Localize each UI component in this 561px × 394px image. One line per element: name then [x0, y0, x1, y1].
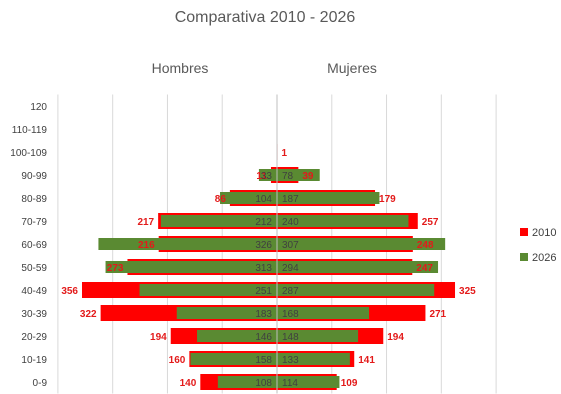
bar-2026-mujeres: [277, 284, 435, 296]
category-tick-label: 70-79: [21, 217, 47, 228]
legend: 2010 2026: [520, 227, 556, 264]
data-label-2010-mujeres: 1: [282, 148, 288, 159]
category-tick-label: 80-89: [21, 194, 47, 205]
mujeres-label: Mujeres: [327, 60, 377, 76]
data-label-2010-hombres: 11: [256, 171, 267, 182]
hombres-label: Hombres: [152, 60, 209, 76]
data-label-2010-hombres: 273: [107, 263, 124, 274]
data-label-2026-hombres: 251: [255, 286, 272, 297]
data-label-2010-mujeres: 271: [429, 309, 446, 320]
data-label-2010-mujeres: 194: [387, 332, 404, 343]
data-label-2026-mujeres: 307: [282, 240, 299, 251]
category-tick-label: 120: [30, 102, 47, 113]
bar-2026-hombres: [220, 192, 277, 204]
data-label-2010-hombres: 217: [137, 217, 154, 228]
data-label-2010-hombres: 322: [80, 309, 97, 320]
data-label-2026-hombres: 212: [255, 217, 272, 228]
data-label-2026-hombres: 326: [255, 240, 272, 251]
category-tick-label: 90-99: [21, 171, 47, 182]
bar-2026-hombres: [258, 169, 277, 181]
bar-2026-mujeres: [277, 261, 439, 273]
data-label-2010-hombres: 194: [150, 332, 167, 343]
chart-title: Comparativa 2010 - 2026: [175, 9, 356, 26]
data-label-2026-mujeres: 287: [282, 286, 299, 297]
category-tick-label: 100-109: [10, 148, 47, 159]
data-label-2026-mujeres: 114: [282, 378, 298, 389]
category-tick-label: 20-29: [21, 332, 47, 343]
data-label-2010-mujeres: 247: [416, 263, 433, 274]
bar-2026-hombres: [139, 284, 277, 296]
data-label-2026-hombres: 183: [255, 309, 272, 320]
bar-2026-mujeres: [277, 238, 446, 250]
bar-2026-mujeres: [277, 353, 350, 365]
bar-2026-mujeres: [277, 376, 340, 388]
data-label-2026-hombres: 313: [255, 263, 272, 274]
data-label-2026-hombres: 33: [261, 171, 273, 182]
bar-2026-mujeres: [277, 307, 370, 319]
data-label-2026-mujeres: 187: [282, 194, 299, 205]
data-label-2026-mujeres: 78: [282, 171, 294, 182]
data-label-2026-mujeres: 148: [282, 332, 299, 343]
data-label-2010-hombres: 216: [138, 240, 155, 251]
data-label-2026-mujeres: 294: [282, 263, 299, 274]
data-label-2010-mujeres: 39: [302, 171, 314, 182]
legend-label-2026: 2026: [532, 252, 556, 264]
legend-label-2010: 2010: [532, 227, 556, 239]
data-label-2010-mujeres: 325: [459, 286, 476, 297]
bar-2026-hombres: [160, 215, 277, 227]
data-label-2026-hombres: 146: [255, 332, 272, 343]
bars: [82, 144, 456, 390]
category-tick-label: 30-39: [21, 309, 47, 320]
data-label-2026-hombres: 108: [255, 378, 272, 389]
bar-2026-mujeres: [277, 330, 359, 342]
bar-2026-mujeres: [277, 169, 320, 181]
category-tick-label: 110-119: [12, 125, 48, 136]
category-tick-label: 10-19: [21, 355, 47, 366]
data-label-2010-hombres: 140: [180, 378, 197, 389]
data-label-2010-mujeres: 109: [341, 378, 358, 389]
data-label-2010-hombres: 86: [215, 194, 227, 205]
data-label-2026-hombres: 158: [255, 355, 272, 366]
data-label-2010-hombres: 160: [169, 355, 186, 366]
category-tick-label: 40-49: [21, 286, 47, 297]
bar-2026-hombres: [105, 261, 277, 273]
data-label-2010-hombres: 356: [61, 286, 78, 297]
data-label-2026-mujeres: 133: [282, 355, 299, 366]
bar-2026-hombres: [217, 376, 277, 388]
bar-2026-hombres: [176, 307, 277, 319]
bar-2026-hombres: [197, 330, 277, 342]
bar-2026-hombres: [190, 353, 277, 365]
bar-2026-hombres: [98, 238, 277, 250]
data-label-2026-mujeres: 168: [282, 309, 299, 320]
data-label-2026-mujeres: 240: [282, 217, 299, 228]
data-label-2010-mujeres: 179: [379, 194, 396, 205]
category-tick-label: 0-9: [33, 378, 48, 389]
bar-2026-mujeres: [277, 192, 380, 204]
data-label-2010-mujeres: 257: [422, 217, 439, 228]
category-axis: 120 110-119 100-109 90-99 80-89 70-79 60-69 50-…: [10, 94, 278, 394]
data-label-2026-hombres: 104: [255, 194, 272, 205]
category-tick-label: 50-59: [21, 263, 47, 274]
legend-swatch-2010: [520, 228, 528, 236]
category-tick-label: 60-69: [21, 240, 47, 251]
bar-2026-mujeres: [277, 215, 409, 227]
legend-swatch-2026: [520, 253, 528, 261]
data-label-2010-mujeres: 141: [358, 355, 375, 366]
data-label-2010-mujeres: 248: [417, 240, 434, 251]
